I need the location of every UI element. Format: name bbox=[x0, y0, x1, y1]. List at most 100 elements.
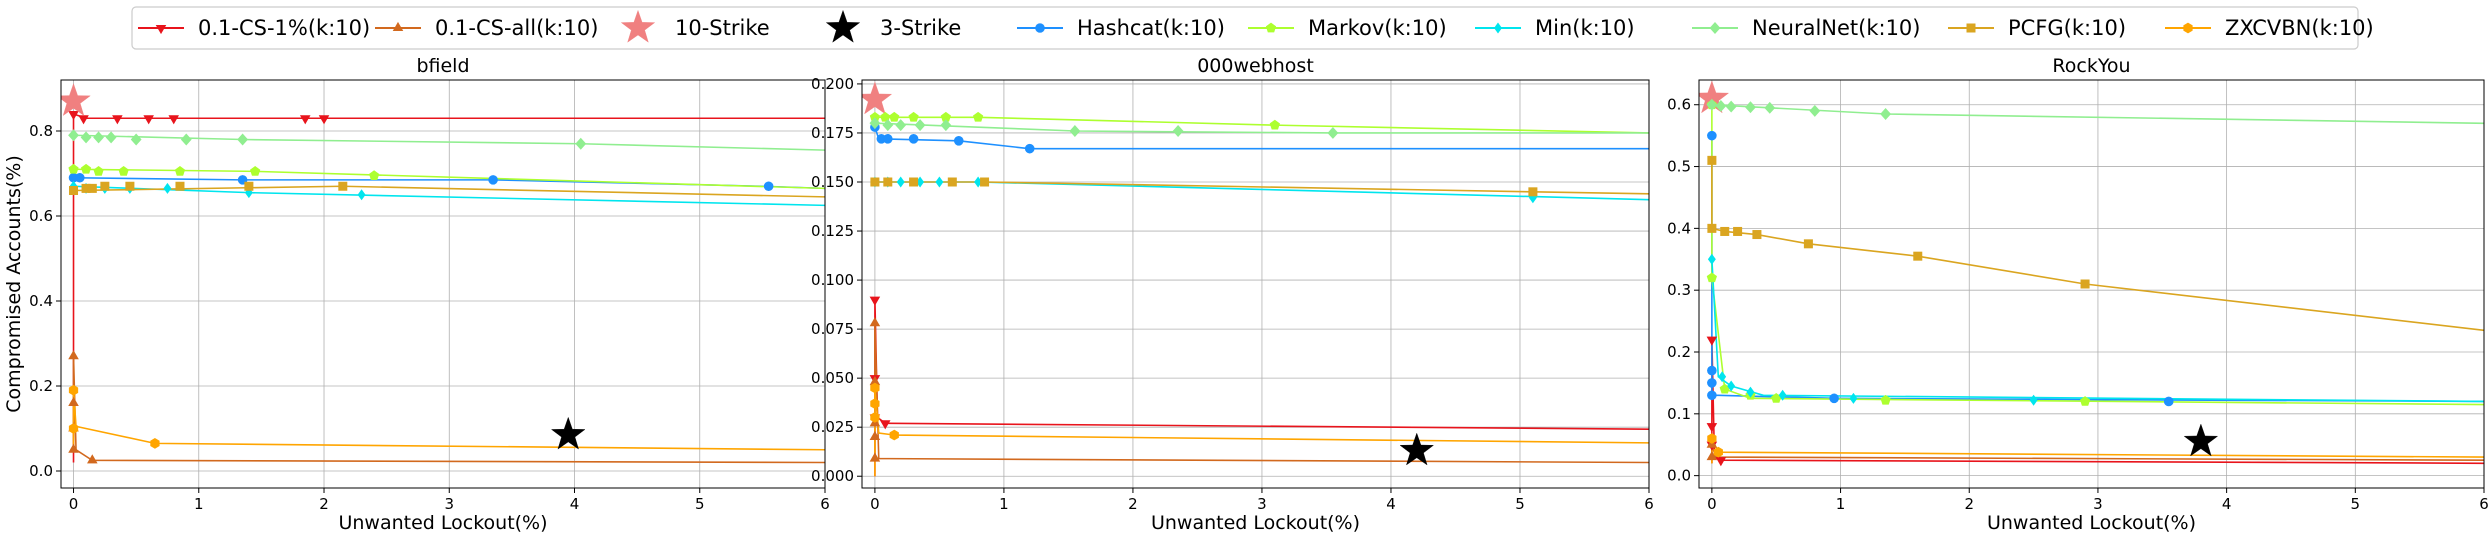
panel-000webhost-series-pcfg-k-10-line bbox=[874, 181, 1649, 195]
panel-rockyou-xtick-label: 0 bbox=[1707, 495, 1717, 513]
panel-bfield-series-markov-k-10-point-3-shape bbox=[118, 166, 129, 176]
legend-item-hashcat-k-10: Hashcat(k:10) bbox=[1017, 16, 1225, 40]
legend-item-0-1-cs-1-k-10: 0.1-CS-1%(k:10) bbox=[138, 16, 370, 40]
chart-panels: 0 1 2 3 4 5 6 0.0 0.2 0.4 0.6 0.8 bfield Unwanted Loc… bbox=[3, 55, 2489, 534]
panel-rockyou-series-markov-k-10-point-5 bbox=[1880, 394, 1891, 405]
panel-rockyou-series-0-1-cs-1-k-10-point-3 bbox=[1715, 457, 1727, 467]
panel-bfield-xtick-label: 1 bbox=[194, 495, 204, 513]
panel-bfield-series-pcfg-k-10-point-6-shape bbox=[244, 181, 254, 191]
panel-000webhost-series-zxcvbn-k-10-point-1 bbox=[870, 398, 880, 409]
panel-000webhost-series-pcfg-k-10-point-2-shape bbox=[909, 177, 919, 187]
panel-rockyou-series-0-1-cs-all-k-10-point-0 bbox=[1706, 450, 1718, 461]
legend-marker-0-1-cs-all-k-10 bbox=[392, 21, 404, 32]
panel-rockyou-series-hashcat-k-10-line bbox=[1711, 135, 2484, 403]
panel-000webhost-series-pcfg-k-10-point-4 bbox=[980, 177, 990, 187]
panel-bfield-series-hashcat-k-10-point-4-shape bbox=[763, 181, 774, 192]
panel-bfield-series-hashcat-k-10-point-1-shape bbox=[74, 172, 85, 183]
panel-000webhost: 0 1 2 3 4 5 6 0.000 0.025 0.050 0.075 0.100 0.125 0.1… bbox=[811, 55, 1654, 534]
panel-bfield-series-min-k-10-point-6-shape bbox=[357, 189, 366, 201]
panel-rockyou-ytick-label: 0.2 bbox=[1667, 343, 1691, 361]
panel-bfield-series-0-1-cs-all-k-10-point-3-shape bbox=[68, 350, 79, 360]
panel-bfield-ytick-label: 0.0 bbox=[29, 462, 53, 480]
panel-rockyou-series-hashcat-k-10-point-2 bbox=[1707, 378, 1717, 388]
panel-000webhost-series-markov-k-10-point-2 bbox=[889, 111, 900, 122]
panel-bfield-series-zxcvbn-k-10-point-0 bbox=[68, 423, 79, 434]
panel-rockyou-series-hashcat-k-10-point-3 bbox=[1707, 390, 1717, 401]
panel-bfield-series-hashcat-k-10-point-3 bbox=[488, 175, 498, 185]
panel-bfield-ylabel: Compromised Accounts(%) bbox=[3, 155, 25, 412]
panel-000webhost-series-0-1-cs-all-k-10-point-0-shape bbox=[869, 452, 881, 462]
panel-bfield-series-zxcvbn-k-10-point-2 bbox=[150, 438, 160, 449]
panel-000webhost-series-min-k-10-point-2-shape bbox=[896, 176, 905, 188]
panel-bfield-series bbox=[61, 83, 825, 464]
panel-bfield-series-pcfg-k-10-point-7-shape bbox=[338, 181, 348, 191]
panel-bfield-series-neuralnet-k-10-point-4 bbox=[130, 133, 142, 146]
panel-000webhost-series-neuralnet-k-10-point-4-shape bbox=[940, 119, 952, 132]
panel-rockyou-series-neuralnet-k-10-point-0-shape bbox=[1706, 98, 1718, 111]
panel-rockyou-title: RockYou bbox=[2052, 55, 2130, 77]
panel-rockyou-series-hashcat-k-10-point-2-shape bbox=[1707, 378, 1717, 388]
panel-rockyou-series-neuralnet-k-10-point-3 bbox=[1745, 101, 1756, 114]
panel-bfield-series-3-strike-point-0 bbox=[550, 416, 586, 450]
panel-000webhost-series-0-1-cs-all-k-10-point-1-shape bbox=[869, 430, 881, 441]
panel-rockyou-series-min-k-10-point-2 bbox=[1727, 380, 1736, 392]
panel-bfield-series-markov-k-10-point-1 bbox=[80, 163, 92, 174]
panel-000webhost-series-pcfg-k-10-point-5-shape bbox=[1528, 187, 1538, 197]
panel-000webhost-ytick-label: 0.075 bbox=[811, 320, 854, 338]
panel-000webhost-xtick-label: 5 bbox=[1515, 495, 1525, 513]
panel-bfield-series-hashcat-k-10-point-4 bbox=[763, 181, 774, 192]
panel-rockyou-series-pcfg-k-10-point-4-shape bbox=[1752, 230, 1762, 240]
panel-bfield-series-3-strike-point-0-shape bbox=[550, 416, 586, 450]
panel-000webhost-series-hashcat-k-10-point-3 bbox=[908, 134, 919, 144]
panel-bfield-series-neuralnet-k-10-point-6-shape bbox=[237, 133, 249, 146]
panel-000webhost-ytick-label: 0.050 bbox=[811, 369, 854, 387]
panel-000webhost-series-neuralnet-k-10-point-7-shape bbox=[1327, 127, 1339, 139]
panel-000webhost-series-neuralnet-k-10-point-2-shape bbox=[895, 119, 907, 132]
panel-000webhost-series-0-1-cs-all-k-10-point-1 bbox=[869, 430, 881, 441]
panel-rockyou-ytick-label: 0.0 bbox=[1667, 467, 1691, 485]
panel-bfield-series-pcfg-k-10-point-2 bbox=[87, 183, 97, 193]
panel-bfield-series-pcfg-k-10-point-3-shape bbox=[100, 181, 110, 191]
panel-bfield-series-zxcvbn-k-10-point-2-shape bbox=[150, 438, 160, 449]
panel-bfield-series-min-k-10-point-4 bbox=[163, 182, 172, 194]
panel-rockyou-series-hashcat-k-10-point-0-shape bbox=[1707, 130, 1717, 141]
panel-000webhost-series-neuralnet-k-10-point-6 bbox=[1172, 125, 1184, 137]
panel-000webhost-series-zxcvbn-k-10-point-2-shape bbox=[870, 382, 880, 394]
panel-000webhost-xlabel: Unwanted Lockout(%) bbox=[1151, 512, 1360, 534]
legend: 0.1-CS-1%(k:10) 0.1-CS-all(k:10) 10-Strike… bbox=[138, 9, 2374, 43]
panel-rockyou-series-pcfg-k-10-point-4 bbox=[1752, 230, 1762, 240]
legend-item-markov-k-10: Markov(k:10) bbox=[1248, 16, 1447, 40]
panel-000webhost-series-pcfg-k-10-point-1 bbox=[883, 177, 893, 187]
panel-rockyou-series-pcfg-k-10-point-6 bbox=[1913, 251, 1923, 261]
panel-000webhost-series-3-strike-point-0 bbox=[1399, 432, 1435, 466]
legend-marker-3-strike-shape bbox=[825, 9, 861, 43]
panel-000webhost-series-min-k-10-point-4 bbox=[935, 176, 944, 188]
panel-rockyou-series-markov-k-10-point-1 bbox=[1706, 272, 1717, 283]
panel-rockyou-xlabel: Unwanted Lockout(%) bbox=[1987, 512, 2196, 534]
panel-rockyou-series-min-k-10-point-1 bbox=[1718, 371, 1727, 383]
panel-rockyou-series-neuralnet-k-10-point-5 bbox=[1809, 104, 1821, 117]
panel-bfield-series-hashcat-k-10-point-1 bbox=[74, 172, 85, 183]
panel-bfield-xlabel: Unwanted Lockout(%) bbox=[338, 512, 547, 534]
panel-rockyou-series-min-k-10-point-1-shape bbox=[1718, 371, 1727, 383]
panel-bfield-series-pcfg-k-10-point-5-shape bbox=[175, 181, 185, 191]
panel-rockyou-series-neuralnet-k-10-point-4 bbox=[1764, 101, 1776, 114]
panel-bfield-series-0-1-cs-all-k-10-point-4 bbox=[87, 454, 98, 464]
panel-bfield-xtick-label: 2 bbox=[319, 495, 329, 513]
panel-bfield-series-0-1-cs-1-k-10-point-0-shape bbox=[68, 110, 79, 121]
panel-rockyou-series-markov-k-10-point-1-shape bbox=[1706, 272, 1717, 283]
panel-rockyou-series-hashcat-k-10-point-1-shape bbox=[1707, 365, 1717, 376]
panel-000webhost-series-neuralnet-k-10-point-1 bbox=[882, 119, 894, 132]
panel-bfield-series-0-1-cs-all-k-10-point-4-shape bbox=[87, 454, 98, 464]
panel-rockyou-series-min-k-10-point-3-shape bbox=[1746, 386, 1755, 398]
legend-marker-markov-k-10 bbox=[1265, 22, 1277, 33]
panel-000webhost-xtick-label: 0 bbox=[870, 495, 880, 513]
panel-bfield-ytick-label: 0.8 bbox=[29, 122, 53, 140]
legend-marker-min-k-10 bbox=[1494, 22, 1502, 34]
panel-bfield-series-markov-k-10-point-1-shape bbox=[80, 163, 92, 174]
panel-rockyou-series-hashcat-k-10-point-5 bbox=[2163, 396, 2174, 407]
panel-bfield-series-min-k-10-point-4-shape bbox=[163, 182, 172, 194]
panel-rockyou-series-3-strike-point-0 bbox=[2183, 423, 2219, 457]
legend-marker-pcfg-k-10-shape bbox=[1966, 23, 1976, 33]
panel-rockyou-series-0-1-cs-1-k-10-point-2 bbox=[1706, 336, 1718, 346]
